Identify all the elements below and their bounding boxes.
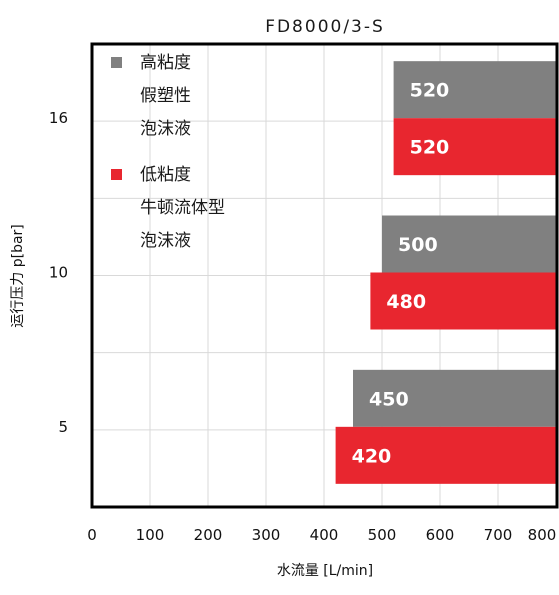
x-tick-label: 300 <box>252 526 281 544</box>
x-tick-labels: 0 100 200 300 400 500 600 700 800 <box>87 526 556 544</box>
legend-label: 泡沫液 <box>140 231 191 251</box>
x-tick-label: 600 <box>426 526 455 544</box>
legend-swatch <box>111 169 122 180</box>
bar <box>382 215 556 273</box>
bar-value-label: 520 <box>410 80 450 102</box>
legend-swatch <box>111 57 122 68</box>
bar-value-label: 520 <box>410 137 450 159</box>
legend-label: 假塑性 <box>140 86 191 106</box>
bar-labels: 520 520 500 480 450 420 <box>352 80 450 468</box>
x-axis-label: 水流量 [L/min] <box>277 563 373 579</box>
bar <box>353 369 556 427</box>
x-tick-label: 700 <box>484 526 513 544</box>
bars <box>335 61 556 484</box>
plot-frame <box>90 42 559 509</box>
legend-label: 泡沫液 <box>140 119 191 139</box>
y-tick-label: 16 <box>49 109 68 127</box>
bar-value-label: 500 <box>398 234 438 256</box>
x-tick-label: 500 <box>368 526 397 544</box>
legend-label: 高粘度 <box>140 53 191 73</box>
bar-value-label: 480 <box>386 291 426 313</box>
x-tick-label: 200 <box>194 526 223 544</box>
chart-title: FD8000/3-S <box>265 17 385 37</box>
x-tick-label: 800 <box>528 526 557 544</box>
bar <box>370 272 556 330</box>
bar <box>393 61 556 119</box>
x-tick-label: 400 <box>310 526 339 544</box>
bar-value-label: 420 <box>352 445 392 467</box>
x-tick-label: 100 <box>136 526 165 544</box>
bar <box>393 118 556 176</box>
y-tick-labels: 16 10 5 <box>49 109 68 436</box>
y-tick-label: 10 <box>49 264 68 282</box>
bar-value-label: 450 <box>369 388 409 410</box>
bar <box>335 426 556 484</box>
y-tick-label: 5 <box>58 418 68 436</box>
legend-label: 低粘度 <box>140 165 191 185</box>
x-tick-label: 0 <box>87 526 97 544</box>
y-axis-label: 运行压力 p[bar] <box>10 224 26 327</box>
legend-label: 牛顿流体型 <box>140 198 225 218</box>
